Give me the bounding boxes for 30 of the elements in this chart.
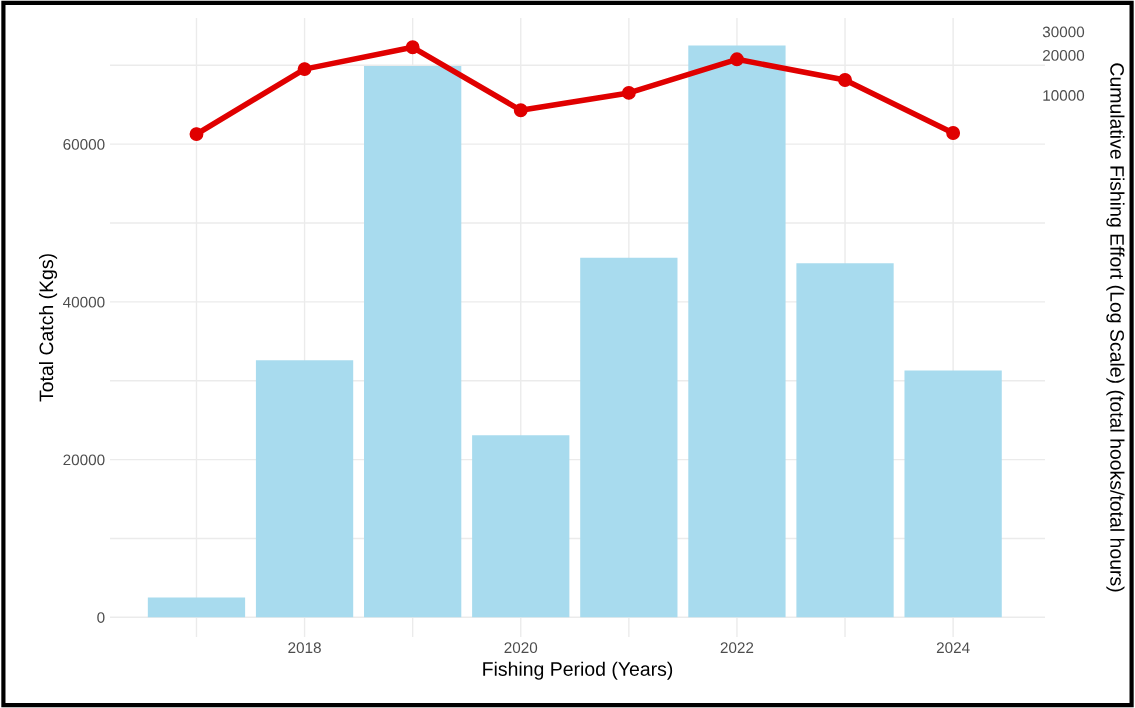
x-tick-label: 2018 xyxy=(288,642,321,654)
point xyxy=(729,52,744,67)
bar xyxy=(580,257,678,618)
y-tick-label: 60000 xyxy=(63,139,105,150)
y-tick-label: 20000 xyxy=(63,454,105,466)
point xyxy=(621,85,636,100)
point xyxy=(297,62,312,77)
y-axis-title: Total Catch (Kgs) xyxy=(38,254,58,402)
y-tick-label: 0 xyxy=(97,612,105,623)
point xyxy=(405,40,420,55)
y2-tick-label: 20000 xyxy=(1042,49,1085,61)
bar xyxy=(472,435,570,618)
point xyxy=(513,103,528,118)
bar xyxy=(255,360,354,618)
point xyxy=(946,126,961,140)
bar xyxy=(688,45,786,618)
x-axis-title: Fishing Period (Years) xyxy=(483,661,673,680)
bar xyxy=(904,370,1002,618)
y2-axis-title: Cumulative Fishing Effort (Log Scale) (total hooks/total hours) xyxy=(1106,63,1125,592)
x-tick-label: 2024 xyxy=(936,642,970,654)
y-tick-label: 40000 xyxy=(63,296,105,308)
point xyxy=(838,73,852,87)
y2-tick-label: 10000 xyxy=(1043,90,1085,101)
bar xyxy=(796,263,894,618)
y2-tick-label: 30000 xyxy=(1042,26,1085,38)
x-tick-label: 2020 xyxy=(504,642,538,654)
bar xyxy=(147,597,246,618)
x-tick-label: 2022 xyxy=(720,642,754,654)
bar xyxy=(364,66,462,618)
point xyxy=(189,127,204,142)
